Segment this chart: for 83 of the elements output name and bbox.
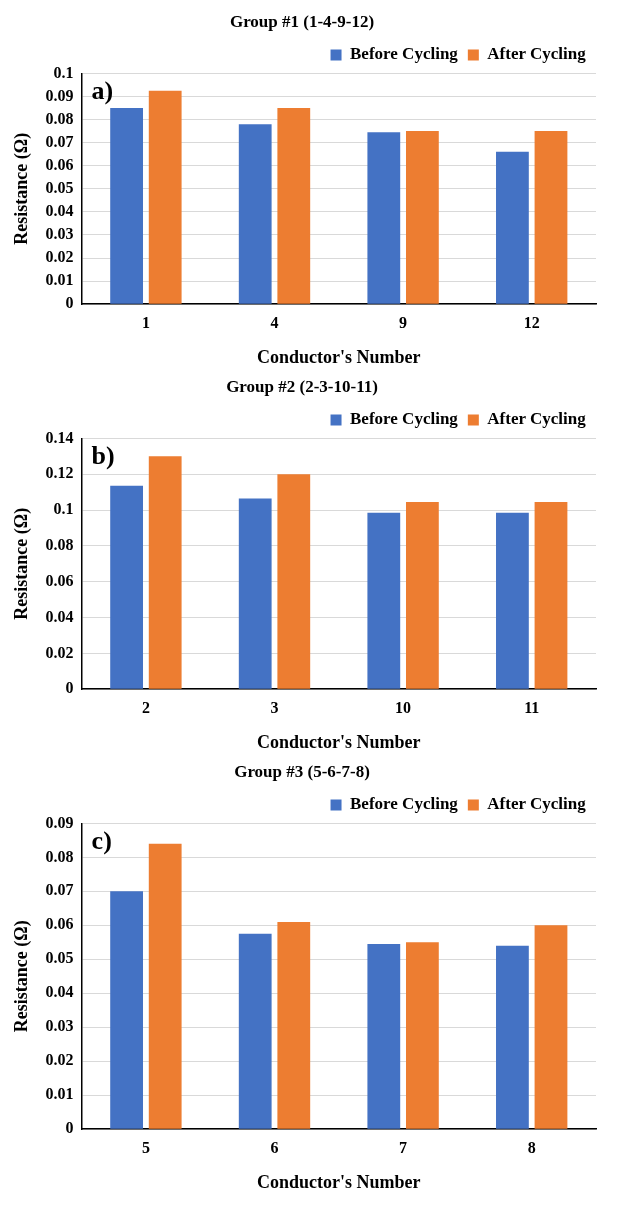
legend-label: After Cycling — [487, 409, 587, 429]
bar — [238, 933, 272, 1129]
bar — [367, 944, 401, 1129]
y-tick-label: 0.07 — [45, 132, 74, 150]
legend-label: After Cycling — [487, 44, 587, 64]
y-tick-label: 0.08 — [45, 536, 74, 554]
bar — [148, 456, 182, 689]
y-tick-label: 0 — [65, 679, 74, 697]
y-tick-label: 0.06 — [45, 571, 74, 589]
x-tick-label: 12 — [523, 313, 540, 331]
bar — [110, 485, 144, 689]
x-tick-label: 4 — [270, 313, 279, 331]
x-tick-label: 5 — [141, 1138, 150, 1156]
y-tick-label: 0.06 — [45, 155, 74, 173]
bar — [405, 942, 439, 1129]
y-tick-label: 0.04 — [45, 983, 74, 1001]
y-tick-label: 0.01 — [45, 271, 74, 289]
annotation: a) — [91, 76, 114, 106]
bar — [367, 512, 401, 689]
x-tick-label: 3 — [270, 698, 279, 716]
y-tick-label: 0.03 — [45, 225, 74, 243]
y-tick-label: 0.05 — [45, 949, 74, 967]
y-tick-label: 0 — [65, 294, 74, 312]
bar — [534, 925, 568, 1129]
x-tick-label: 7 — [399, 1138, 408, 1156]
x-tick-label: 2 — [141, 698, 150, 716]
bar — [148, 90, 182, 304]
x-tick-label: 9 — [399, 313, 408, 331]
bar — [496, 945, 529, 1129]
legend-label: Before Cycling — [350, 44, 459, 64]
chart-title: Group #2 (2-3-10-11) — [226, 376, 378, 396]
chart-title: Group #3 (5-6-7-8) — [234, 761, 370, 781]
bar — [110, 891, 144, 1129]
x-tick-label: 6 — [270, 1138, 279, 1156]
bar — [405, 502, 439, 689]
y-tick-label: 0.02 — [45, 248, 74, 266]
y-tick-label: 0.14 — [45, 428, 74, 446]
y-tick-label: 0 — [65, 1119, 74, 1137]
y-axis-title: Resistance (Ω) — [11, 920, 33, 1033]
bar — [148, 843, 182, 1129]
y-tick-label: 0.02 — [45, 643, 74, 661]
bar — [277, 474, 311, 689]
y-tick-label: 0.03 — [45, 1017, 74, 1035]
x-axis-title: Conductor's Number — [257, 731, 421, 752]
y-tick-label: 0.01 — [45, 1085, 74, 1103]
y-tick-label: 0.1 — [53, 500, 74, 518]
x-tick-label: 1 — [141, 313, 150, 331]
y-tick-label: 0.09 — [45, 813, 74, 831]
y-tick-label: 0.06 — [45, 915, 74, 933]
y-tick-label: 0.08 — [45, 847, 74, 865]
bar — [534, 502, 568, 689]
y-tick-label: 0.02 — [45, 1051, 74, 1069]
x-tick-label: 10 — [395, 698, 412, 716]
bar — [405, 131, 439, 304]
bar — [496, 151, 529, 304]
bar — [277, 108, 311, 304]
chart-title: Group #1 (1-4-9-12) — [229, 11, 375, 31]
y-tick-label: 0.05 — [45, 178, 74, 196]
x-tick-label: 11 — [524, 698, 540, 716]
y-tick-label: 0.04 — [45, 607, 74, 625]
x-tick-label: 8 — [527, 1138, 536, 1156]
legend-label: Before Cycling — [350, 794, 459, 814]
legend-label: After Cycling — [487, 794, 587, 814]
legend-label: Before Cycling — [350, 409, 459, 429]
y-tick-label: 0.12 — [45, 464, 74, 482]
bar — [238, 124, 272, 304]
y-tick-label: 0.07 — [45, 881, 74, 899]
bar — [496, 512, 529, 689]
y-axis-title: Resistance (Ω) — [11, 507, 33, 620]
bar — [534, 131, 568, 304]
x-axis-title: Conductor's Number — [257, 1171, 421, 1192]
bar — [277, 921, 311, 1129]
y-tick-label: 0.08 — [45, 109, 74, 127]
y-tick-label: 0.09 — [45, 86, 74, 104]
y-axis-title: Resistance (Ω) — [11, 132, 33, 245]
bar — [110, 108, 144, 304]
annotation: c) — [91, 826, 112, 856]
y-tick-label: 0.1 — [53, 63, 74, 81]
x-axis-title: Conductor's Number — [257, 346, 421, 367]
bar — [238, 498, 272, 689]
annotation: b) — [91, 441, 115, 471]
y-tick-label: 0.04 — [45, 202, 74, 220]
bar — [367, 132, 401, 304]
